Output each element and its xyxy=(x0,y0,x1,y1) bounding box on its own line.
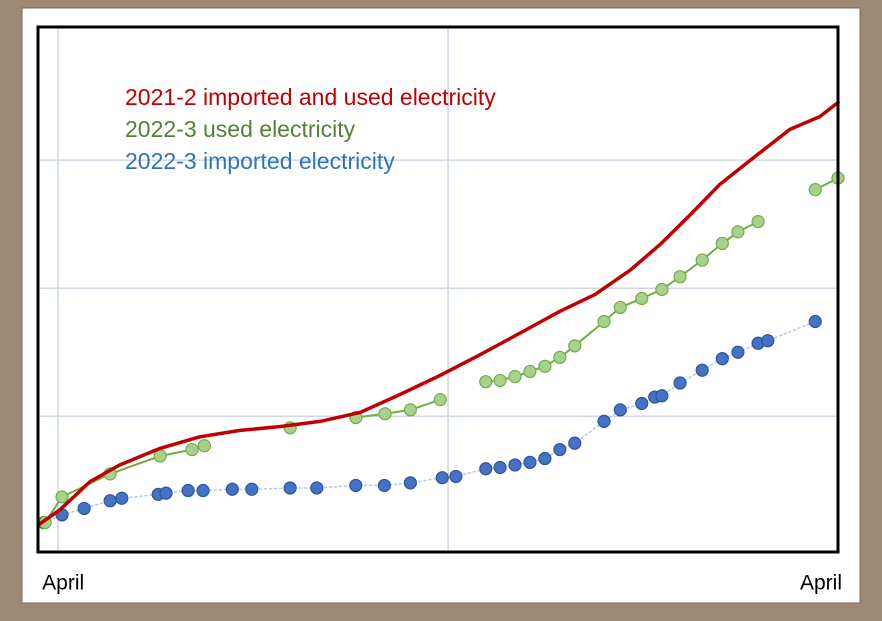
data-point xyxy=(751,215,765,229)
data-point xyxy=(197,439,211,453)
data-point xyxy=(349,478,363,493)
data-point xyxy=(695,363,709,377)
data-point xyxy=(403,476,417,490)
data-point xyxy=(159,486,173,500)
data-point xyxy=(479,375,493,389)
series-line xyxy=(484,220,760,383)
data-point xyxy=(523,364,537,379)
series-line xyxy=(354,398,442,419)
data-point xyxy=(103,494,117,508)
data-point xyxy=(613,403,627,417)
data-point xyxy=(635,396,649,411)
data-point xyxy=(283,481,297,495)
data-point xyxy=(673,270,687,284)
data-point xyxy=(77,501,91,516)
data-point xyxy=(553,442,567,457)
data-point xyxy=(808,183,822,197)
data-point xyxy=(655,389,669,403)
data-point xyxy=(613,300,627,315)
data-point xyxy=(181,483,195,498)
data-point xyxy=(523,455,537,469)
data-point xyxy=(479,462,493,476)
data-point xyxy=(538,451,552,466)
plot-frame xyxy=(36,25,840,554)
x-axis: April April xyxy=(42,572,842,595)
data-point xyxy=(185,442,199,457)
data-point xyxy=(378,407,392,421)
data-point xyxy=(196,483,210,498)
data-point xyxy=(115,491,129,505)
panel xyxy=(21,7,861,604)
data-point xyxy=(568,339,582,353)
data-point xyxy=(493,460,507,475)
data-point xyxy=(731,345,745,359)
legend-entry: 2022-3 used electricity xyxy=(125,116,356,142)
data-point xyxy=(55,490,69,504)
data-point xyxy=(715,236,729,251)
x-tick-label: April xyxy=(800,572,842,595)
data-point xyxy=(433,393,447,407)
data-point xyxy=(403,403,417,417)
legend: 2021-2 imported and used electricity 2022… xyxy=(125,84,496,174)
x-tick-label: April xyxy=(42,572,84,595)
data-point xyxy=(449,469,463,484)
data-point xyxy=(597,414,611,428)
data-point xyxy=(245,482,259,496)
data-point xyxy=(597,314,611,329)
series-line xyxy=(38,100,840,526)
data-point xyxy=(508,369,522,384)
data-point xyxy=(538,359,552,373)
data-point xyxy=(731,225,745,239)
data-point xyxy=(435,471,449,485)
data-point xyxy=(225,482,239,496)
data-point xyxy=(673,376,687,390)
legend-entry: 2022-3 imported electricity xyxy=(125,148,395,174)
data-point xyxy=(553,350,567,364)
data-point xyxy=(655,282,669,297)
data-point xyxy=(310,481,324,495)
legend-entry: 2021-2 imported and used electricity xyxy=(125,84,496,110)
data-point xyxy=(715,352,729,366)
data-point xyxy=(695,253,709,267)
plot-area xyxy=(37,100,845,530)
data-point xyxy=(568,436,582,450)
data-point xyxy=(508,458,522,472)
data-point xyxy=(761,334,775,348)
data-point xyxy=(377,478,391,493)
data-point xyxy=(493,373,507,388)
data-point xyxy=(808,314,822,329)
data-point xyxy=(635,291,649,306)
